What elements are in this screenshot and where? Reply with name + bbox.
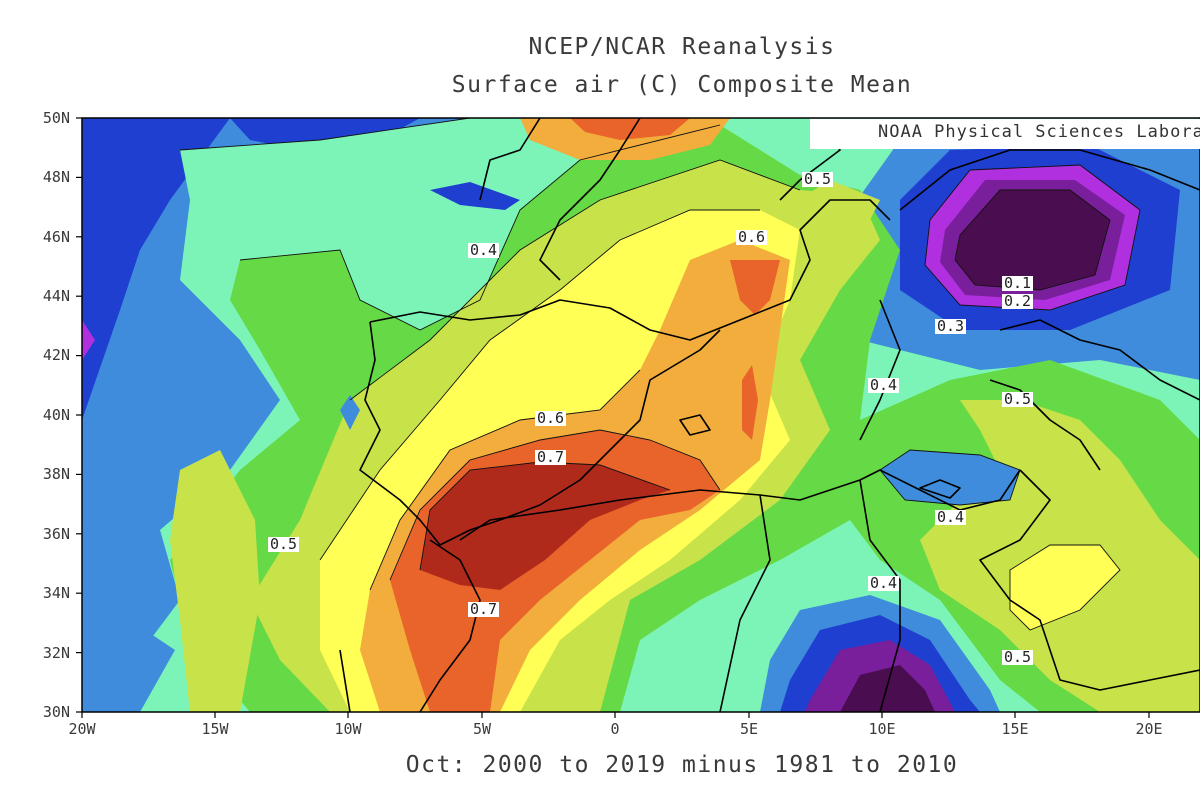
purple-edge-west bbox=[82, 320, 95, 360]
period-caption: Oct: 2000 to 2019 minus 1981 to 2010 bbox=[405, 752, 959, 778]
lat-label: 38N bbox=[42, 465, 70, 483]
lon-label: 20E bbox=[1135, 720, 1163, 738]
contour-label: 0.5 bbox=[1002, 648, 1034, 666]
dark-purple-northeast-core bbox=[955, 190, 1110, 290]
red-core bbox=[420, 462, 670, 590]
dark-blue-north-region bbox=[230, 118, 420, 150]
axis-ticks bbox=[76, 117, 1150, 718]
lon-label: 15E bbox=[1001, 720, 1029, 738]
lat-label: 48N bbox=[42, 168, 70, 186]
chart-subtitle: Surface air (C) Composite Mean bbox=[451, 72, 913, 98]
contour-label: 0.6 bbox=[535, 409, 567, 427]
dark-blue-west-region bbox=[82, 118, 230, 420]
contour-label: 0.2 bbox=[1002, 292, 1034, 310]
lat-label: 46N bbox=[42, 228, 70, 246]
contour-label: 0.7 bbox=[535, 448, 567, 466]
lon-label: 5W bbox=[472, 720, 492, 738]
contour-label: 0.3 bbox=[935, 317, 967, 335]
lon-label: 10E bbox=[868, 720, 896, 738]
contour-label: 0.6 bbox=[736, 228, 768, 246]
lon-label: 5E bbox=[739, 720, 759, 738]
lon-label: 15W bbox=[201, 720, 229, 738]
lat-label: 50N bbox=[42, 109, 70, 127]
contour-label: 0.4 bbox=[868, 376, 900, 394]
lat-label: 32N bbox=[42, 644, 70, 662]
contour-lines bbox=[179, 118, 1141, 631]
contour-label: 0.4 bbox=[468, 241, 500, 259]
lon-label: 0 bbox=[610, 720, 620, 738]
lat-label: 30N bbox=[42, 703, 70, 721]
contour-label: 0.5 bbox=[802, 170, 834, 188]
contour-label: 0.4 bbox=[868, 574, 900, 592]
contour-label: 0.4 bbox=[935, 508, 967, 526]
lat-label: 40N bbox=[42, 406, 70, 424]
coastlines bbox=[339, 118, 1200, 712]
contour-label: 0.1 bbox=[1002, 274, 1034, 292]
credit-label: NOAA Physical Sciences Laboratory bbox=[810, 119, 1200, 149]
chart-title: NCEP/NCAR Reanalysis bbox=[528, 34, 836, 60]
lat-label: 42N bbox=[42, 346, 70, 364]
lon-label: 10W bbox=[334, 720, 362, 738]
lat-label: 44N bbox=[42, 287, 70, 305]
contour-label: 0.5 bbox=[268, 535, 300, 553]
lat-label: 36N bbox=[42, 525, 70, 543]
lat-label: 34N bbox=[42, 584, 70, 602]
contour-label: 0.5 bbox=[1002, 390, 1034, 408]
contour-label: 0.7 bbox=[468, 600, 500, 618]
lon-label: 20W bbox=[68, 720, 96, 738]
